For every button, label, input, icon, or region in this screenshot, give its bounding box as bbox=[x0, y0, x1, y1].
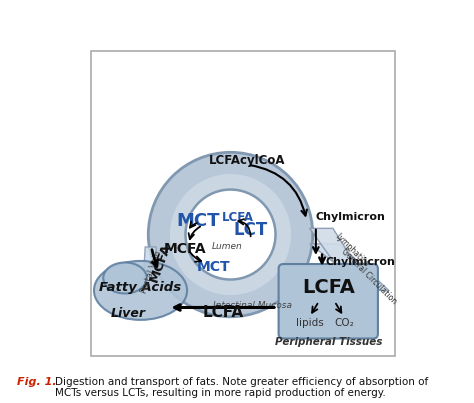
Text: LCFA: LCFA bbox=[302, 278, 355, 297]
Text: Portal Vein: Portal Vein bbox=[139, 249, 164, 295]
Text: Fig. 1.: Fig. 1. bbox=[17, 377, 56, 387]
Ellipse shape bbox=[94, 261, 187, 320]
Text: MCT: MCT bbox=[197, 260, 230, 274]
Text: CO₂: CO₂ bbox=[334, 318, 354, 328]
Circle shape bbox=[185, 189, 275, 280]
Text: Liver: Liver bbox=[110, 307, 146, 320]
Text: Fatty Acids: Fatty Acids bbox=[100, 281, 182, 294]
Text: MCFA: MCFA bbox=[147, 241, 174, 284]
Text: Chylmicron: Chylmicron bbox=[325, 258, 395, 268]
FancyBboxPatch shape bbox=[279, 264, 378, 339]
Polygon shape bbox=[310, 229, 364, 278]
Ellipse shape bbox=[103, 262, 147, 293]
Polygon shape bbox=[310, 244, 389, 291]
Circle shape bbox=[170, 174, 291, 295]
Text: Digestion and transport of fats. Note greater efficiency of absorption of
MCTs v: Digestion and transport of fats. Note gr… bbox=[55, 377, 428, 399]
Text: Intestinal Mucosa: Intestinal Mucosa bbox=[213, 301, 292, 310]
Text: Peripheral Tissues: Peripheral Tissues bbox=[274, 337, 382, 347]
FancyBboxPatch shape bbox=[91, 52, 395, 355]
Text: LCFA: LCFA bbox=[202, 305, 243, 320]
Polygon shape bbox=[144, 247, 156, 275]
Text: MCT: MCT bbox=[176, 212, 219, 230]
Text: General Circulation: General Circulation bbox=[339, 247, 398, 306]
Text: lipids: lipids bbox=[296, 318, 324, 328]
Text: Chylmicron: Chylmicron bbox=[316, 212, 386, 222]
Text: LCT: LCT bbox=[234, 221, 268, 239]
Text: LCFAcylCoA: LCFAcylCoA bbox=[210, 154, 286, 166]
Text: MCFA: MCFA bbox=[164, 241, 207, 256]
Text: Lymphatics: Lymphatics bbox=[333, 231, 370, 268]
Text: LCFA: LCFA bbox=[222, 211, 254, 224]
Circle shape bbox=[148, 152, 313, 317]
Text: Lumen: Lumen bbox=[212, 243, 243, 251]
